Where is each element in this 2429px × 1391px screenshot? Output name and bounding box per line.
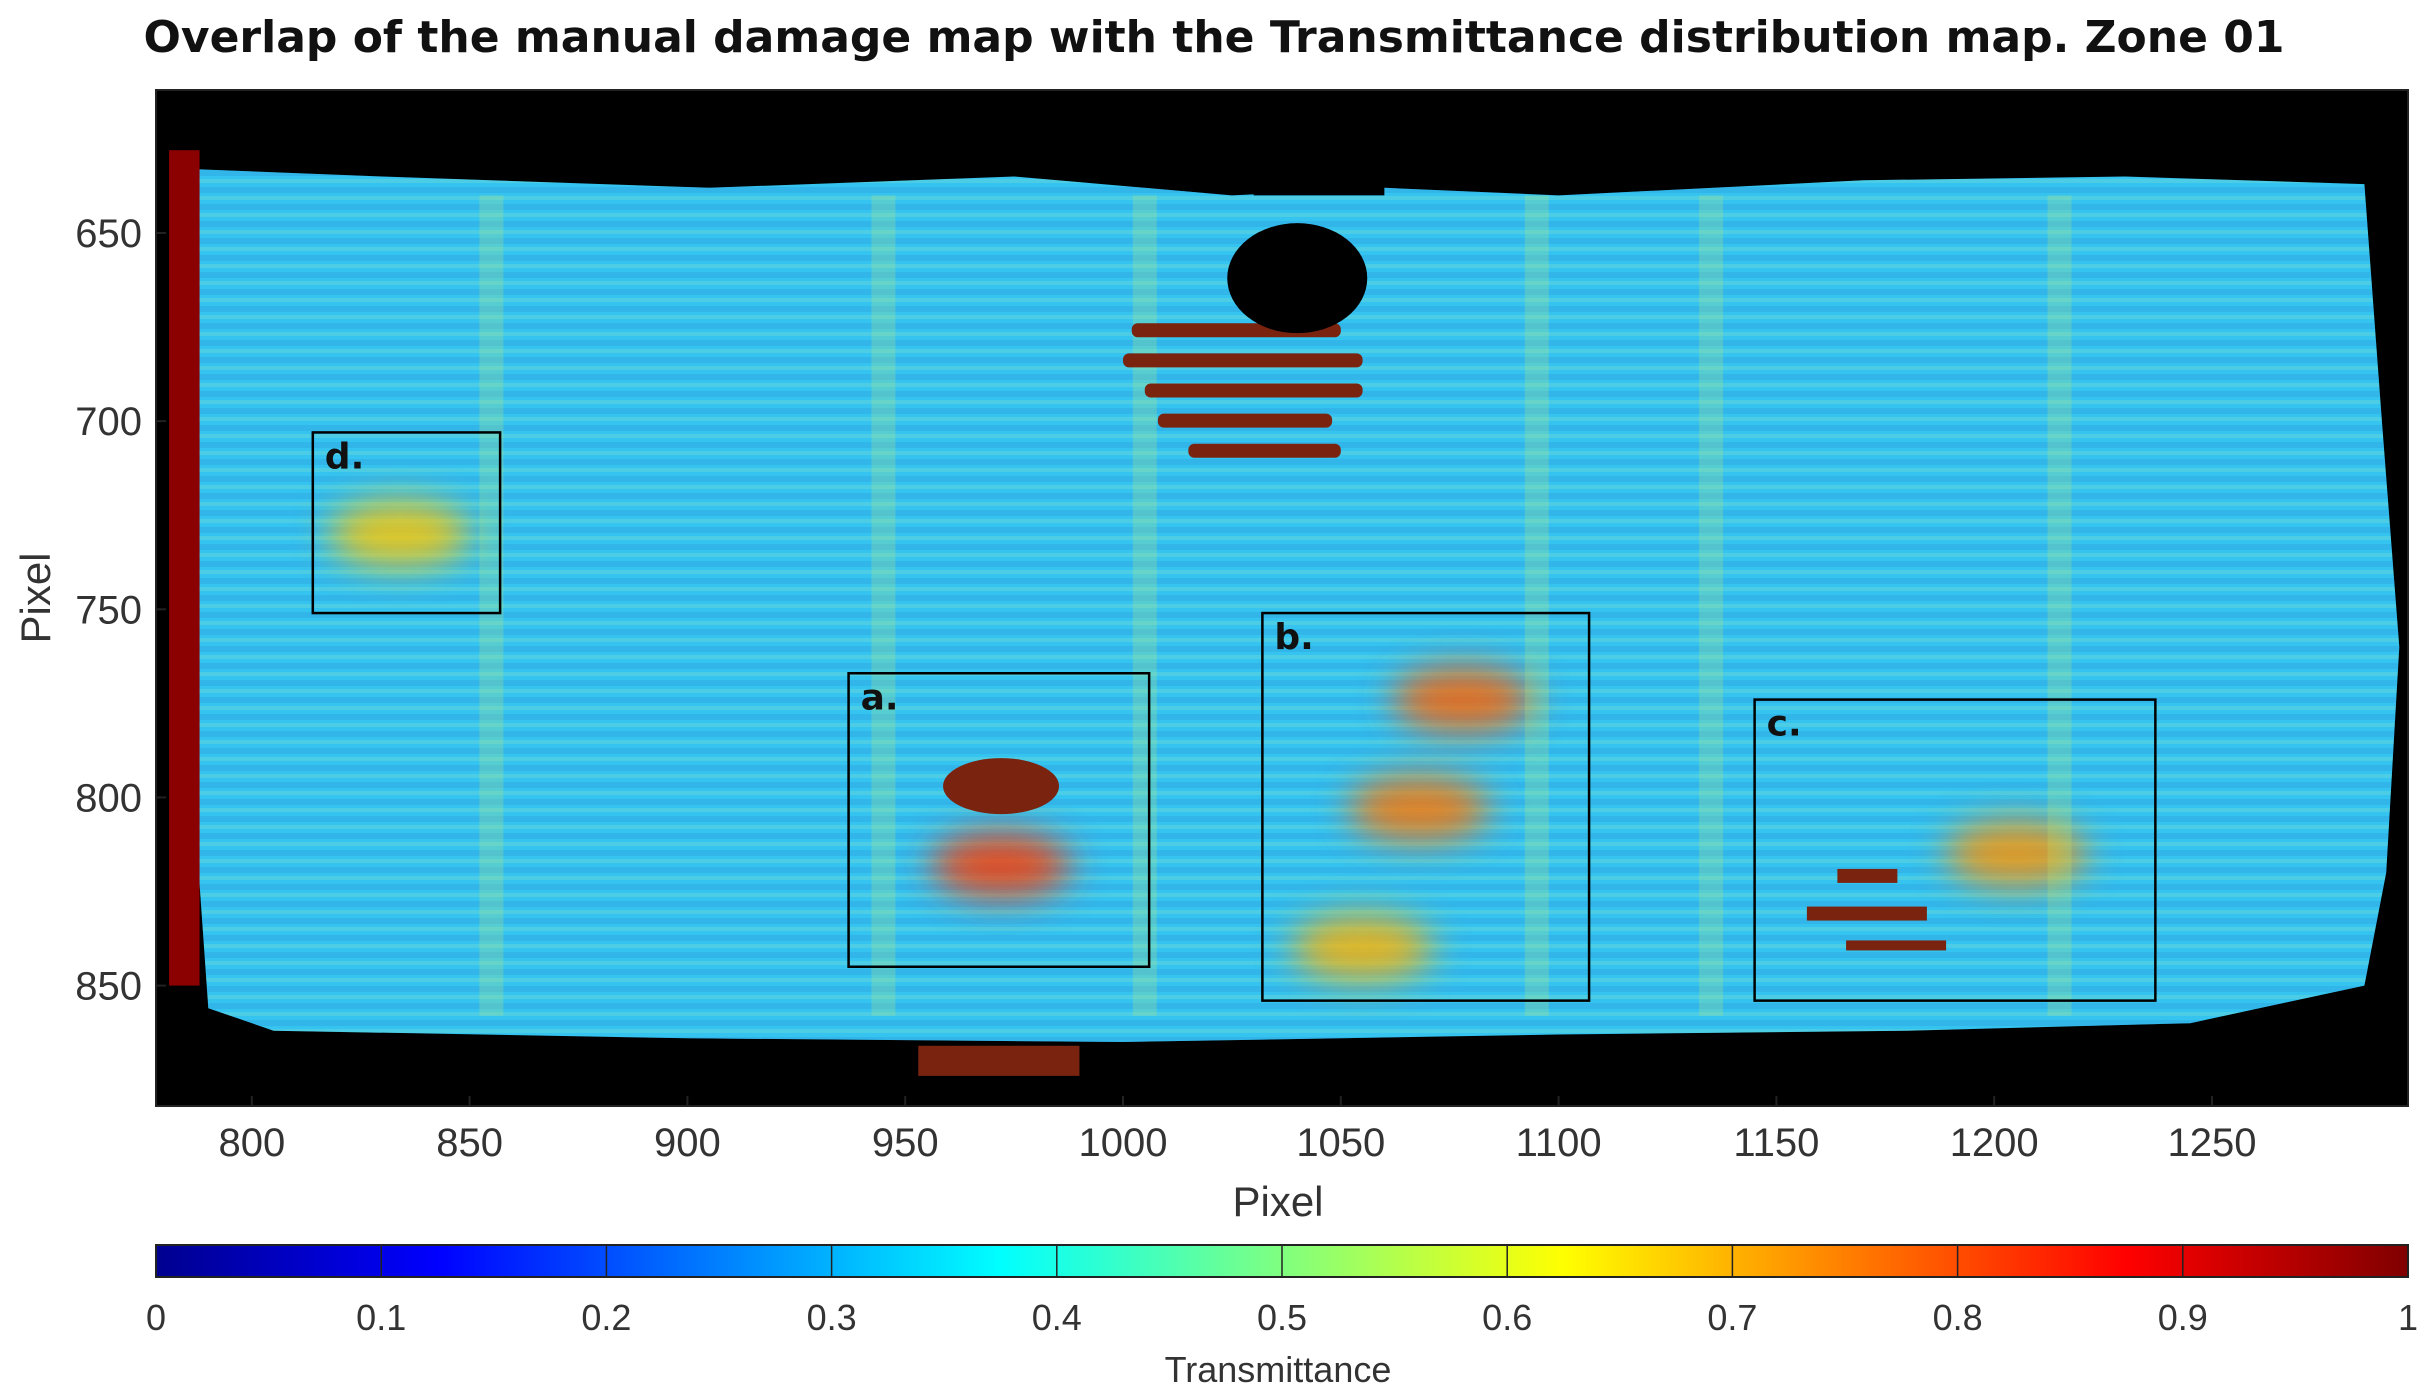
region-box (1753, 698, 2157, 1002)
colorbar-tick-label: 0.2 (581, 1297, 631, 1338)
damage-strip (918, 1045, 1080, 1076)
manual-damage-overlay (918, 323, 1947, 1076)
region-box (311, 431, 502, 615)
colorbar-tick-label: 0.4 (1032, 1297, 1082, 1338)
chart-title: Overlap of the manual damage map with th… (143, 12, 2284, 63)
region-box-label: a. (861, 677, 899, 718)
left-edge-strip (169, 150, 200, 986)
colorbar-tick-label: 0.9 (2158, 1297, 2208, 1338)
x-tick-label: 1200 (1950, 1121, 2039, 1165)
x-tick-label: 1100 (1516, 1121, 1602, 1165)
missing-region (1227, 223, 1368, 334)
plot-frame (155, 89, 2409, 1107)
x-tick-label: 850 (436, 1121, 503, 1165)
x-tick-label: 1050 (1296, 1121, 1385, 1165)
yellow-band (1132, 195, 1157, 1016)
region-box-label: c. (1767, 704, 1802, 745)
region-box-label: d. (325, 436, 364, 477)
colorbar-tick-label: 0.1 (356, 1297, 406, 1338)
x-tick-label: 1000 (1079, 1121, 1168, 1165)
damage-blob (943, 758, 1060, 815)
hotspot (329, 502, 470, 567)
yellow-band (2047, 195, 2072, 1016)
region-box (1261, 611, 1591, 1002)
y-axis-label: Pixel (12, 552, 59, 643)
hotspot (1349, 776, 1490, 841)
colorbar-tick-label: 1 (2398, 1297, 2418, 1338)
colorbar-tick-label: 0.8 (1933, 1297, 1983, 1338)
damage-stripe (1846, 940, 1947, 951)
y-tick-label: 700 (75, 400, 142, 444)
damage-stripe (1144, 383, 1363, 398)
region-box-label: b. (1274, 617, 1313, 658)
hotspot (1392, 667, 1533, 732)
colorbar-tick-label: 0.7 (1707, 1297, 1757, 1338)
colorbar-tick-label: 0.6 (1482, 1297, 1532, 1338)
yellow-band (1524, 195, 1549, 1016)
hotspot (1292, 915, 1433, 980)
region-boxes: a. b. c. d. (311, 431, 2157, 1002)
x-tick-label: 950 (872, 1121, 939, 1165)
hotspot (931, 833, 1072, 898)
hotspot (1945, 821, 2086, 886)
colorbar-tick-label: 0.3 (807, 1297, 857, 1338)
damage-stripe (1806, 906, 1927, 921)
yellow-band (1699, 195, 1724, 1016)
region-box (847, 672, 1151, 969)
x-axis-ticks: 800 850 900 950 1000 1050 1100 1150 1200 1250 (218, 1096, 2256, 1165)
colorbar-label: Transmittance (1165, 1349, 1392, 1390)
x-tick-label: 1150 (1733, 1121, 1819, 1165)
yellow-band (871, 195, 896, 1016)
y-tick-label: 800 (75, 776, 142, 820)
hotspot-layer (329, 502, 2086, 980)
damage-stripe (1188, 443, 1341, 458)
x-tick-label: 800 (218, 1121, 285, 1165)
y-tick-label: 750 (75, 588, 142, 632)
y-axis-ticks: 650 700 750 800 850 (75, 212, 166, 1009)
x-tick-label: 900 (654, 1121, 721, 1165)
x-axis-label: Pixel (1232, 1178, 1323, 1225)
y-tick-label: 650 (75, 212, 142, 256)
scan-line-pattern (186, 169, 2400, 1042)
colorbar-tick-label: 0.5 (1257, 1297, 1307, 1338)
damage-stripe (1123, 353, 1363, 368)
missing-data-regions (1227, 90, 1385, 334)
colorbar-ticks: 0 0.1 0.2 0.3 0.4 0.5 0.6 0.7 0.8 0.9 1 (146, 1245, 2418, 1338)
damage-stripe (1157, 413, 1333, 428)
missing-region (1253, 90, 1385, 196)
damage-stripe (1837, 868, 1898, 883)
y-tick-label: 850 (75, 965, 142, 1009)
x-tick-label: 1250 (2167, 1121, 2256, 1165)
colorbar-tick-label: 0 (146, 1297, 166, 1338)
